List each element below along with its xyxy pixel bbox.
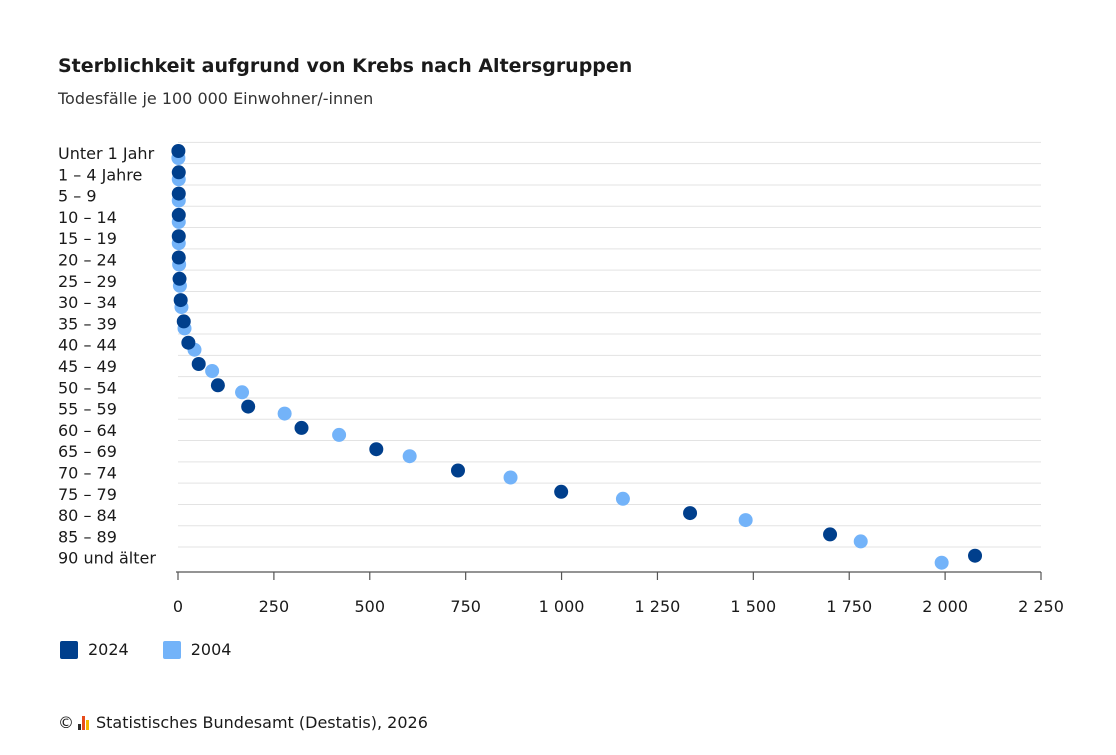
category-label: 55 – 59 bbox=[58, 400, 117, 419]
category-label: 10 – 14 bbox=[58, 208, 117, 227]
scatter-chart: Unter 1 Jahr 1 – 4 Jahre 5 – 9 10 – 14 15 – … bbox=[58, 141, 1064, 616]
chart-subtitle: Todesfälle je 100 000 Einwohner/-innen bbox=[58, 89, 374, 108]
x-tick-label: 250 bbox=[259, 597, 290, 616]
data-point-2024 bbox=[171, 229, 186, 244]
legend: 2024 2004 bbox=[60, 640, 265, 659]
data-point-2024 bbox=[173, 293, 188, 308]
data-point-2004 bbox=[853, 534, 868, 549]
x-tick-label: 2 000 bbox=[922, 597, 968, 616]
data-point-2024 bbox=[369, 442, 384, 457]
category-label: 60 – 64 bbox=[58, 421, 117, 440]
legend-item-2004[interactable]: 2004 bbox=[162, 640, 232, 659]
data-point-2004 bbox=[235, 385, 250, 400]
x-tick-label: 1 750 bbox=[826, 597, 872, 616]
copyright-symbol: © bbox=[58, 713, 74, 732]
legend-swatch-2004 bbox=[162, 640, 181, 659]
data-point-2004 bbox=[503, 470, 518, 485]
x-tick-label: 750 bbox=[450, 597, 481, 616]
data-point-2004 bbox=[738, 513, 753, 528]
category-label: 85 – 89 bbox=[58, 527, 117, 546]
category-label: 30 – 34 bbox=[58, 293, 117, 312]
destatis-logo-icon bbox=[78, 715, 90, 730]
legend-label-2024: 2024 bbox=[88, 640, 129, 659]
legend-swatch-2024 bbox=[60, 640, 78, 659]
category-label: Unter 1 Jahr bbox=[58, 144, 155, 163]
category-label: 90 und älter bbox=[58, 549, 156, 568]
data-point-2004 bbox=[934, 555, 949, 570]
category-label: 45 – 49 bbox=[58, 357, 117, 376]
x-tick-label: 2 250 bbox=[1018, 597, 1064, 616]
data-point-2024 bbox=[171, 186, 186, 201]
source-line: © Statistisches Bundesamt (Destatis), 20… bbox=[58, 713, 428, 732]
x-tick-label: 1 500 bbox=[730, 597, 776, 616]
category-label: 5 – 9 bbox=[58, 187, 97, 206]
data-point-2024 bbox=[172, 271, 187, 286]
data-point-2024 bbox=[181, 335, 196, 350]
x-tick-label: 0 bbox=[173, 597, 183, 616]
category-label: 75 – 79 bbox=[58, 485, 117, 504]
data-point-2004 bbox=[615, 491, 630, 506]
category-label: 35 – 39 bbox=[58, 314, 117, 333]
x-tick-label: 1 000 bbox=[539, 597, 585, 616]
category-label: 1 – 4 Jahre bbox=[58, 165, 142, 184]
category-label: 70 – 74 bbox=[58, 464, 117, 483]
data-point-2024 bbox=[241, 399, 256, 414]
data-point-2024 bbox=[171, 165, 186, 180]
data-point-2004 bbox=[402, 449, 417, 464]
data-point-2004 bbox=[277, 406, 292, 421]
data-point-2024 bbox=[171, 207, 186, 222]
category-label: 80 – 84 bbox=[58, 506, 117, 525]
data-point-2024 bbox=[176, 314, 191, 329]
data-point-2024 bbox=[450, 463, 465, 478]
category-label: 40 – 44 bbox=[58, 336, 117, 355]
data-point-2024 bbox=[968, 548, 983, 563]
category-label: 15 – 19 bbox=[58, 229, 117, 248]
category-label: 25 – 29 bbox=[58, 272, 117, 291]
data-point-2024 bbox=[823, 527, 838, 542]
data-point-2024 bbox=[683, 506, 698, 521]
category-label: 20 – 24 bbox=[58, 251, 117, 270]
data-point-2024 bbox=[191, 357, 206, 371]
data-point-2004 bbox=[205, 364, 220, 378]
data-point-2024 bbox=[171, 250, 186, 265]
source-text: Statistisches Bundesamt (Destatis), 2026 bbox=[96, 713, 428, 732]
x-tick-label: 1 250 bbox=[635, 597, 681, 616]
x-tick-label: 500 bbox=[355, 597, 386, 616]
data-point-2004 bbox=[332, 427, 347, 442]
data-point-2024 bbox=[210, 378, 225, 393]
data-point-2024 bbox=[294, 420, 309, 435]
chart-title: Sterblichkeit aufgrund von Krebs nach Al… bbox=[58, 55, 633, 77]
legend-label-2004: 2004 bbox=[190, 640, 232, 659]
category-label: 65 – 69 bbox=[58, 442, 117, 461]
data-point-2024 bbox=[171, 144, 186, 158]
legend-item-2024[interactable]: 2024 bbox=[60, 640, 129, 659]
category-label: 50 – 54 bbox=[58, 378, 117, 397]
data-point-2024 bbox=[554, 484, 569, 499]
